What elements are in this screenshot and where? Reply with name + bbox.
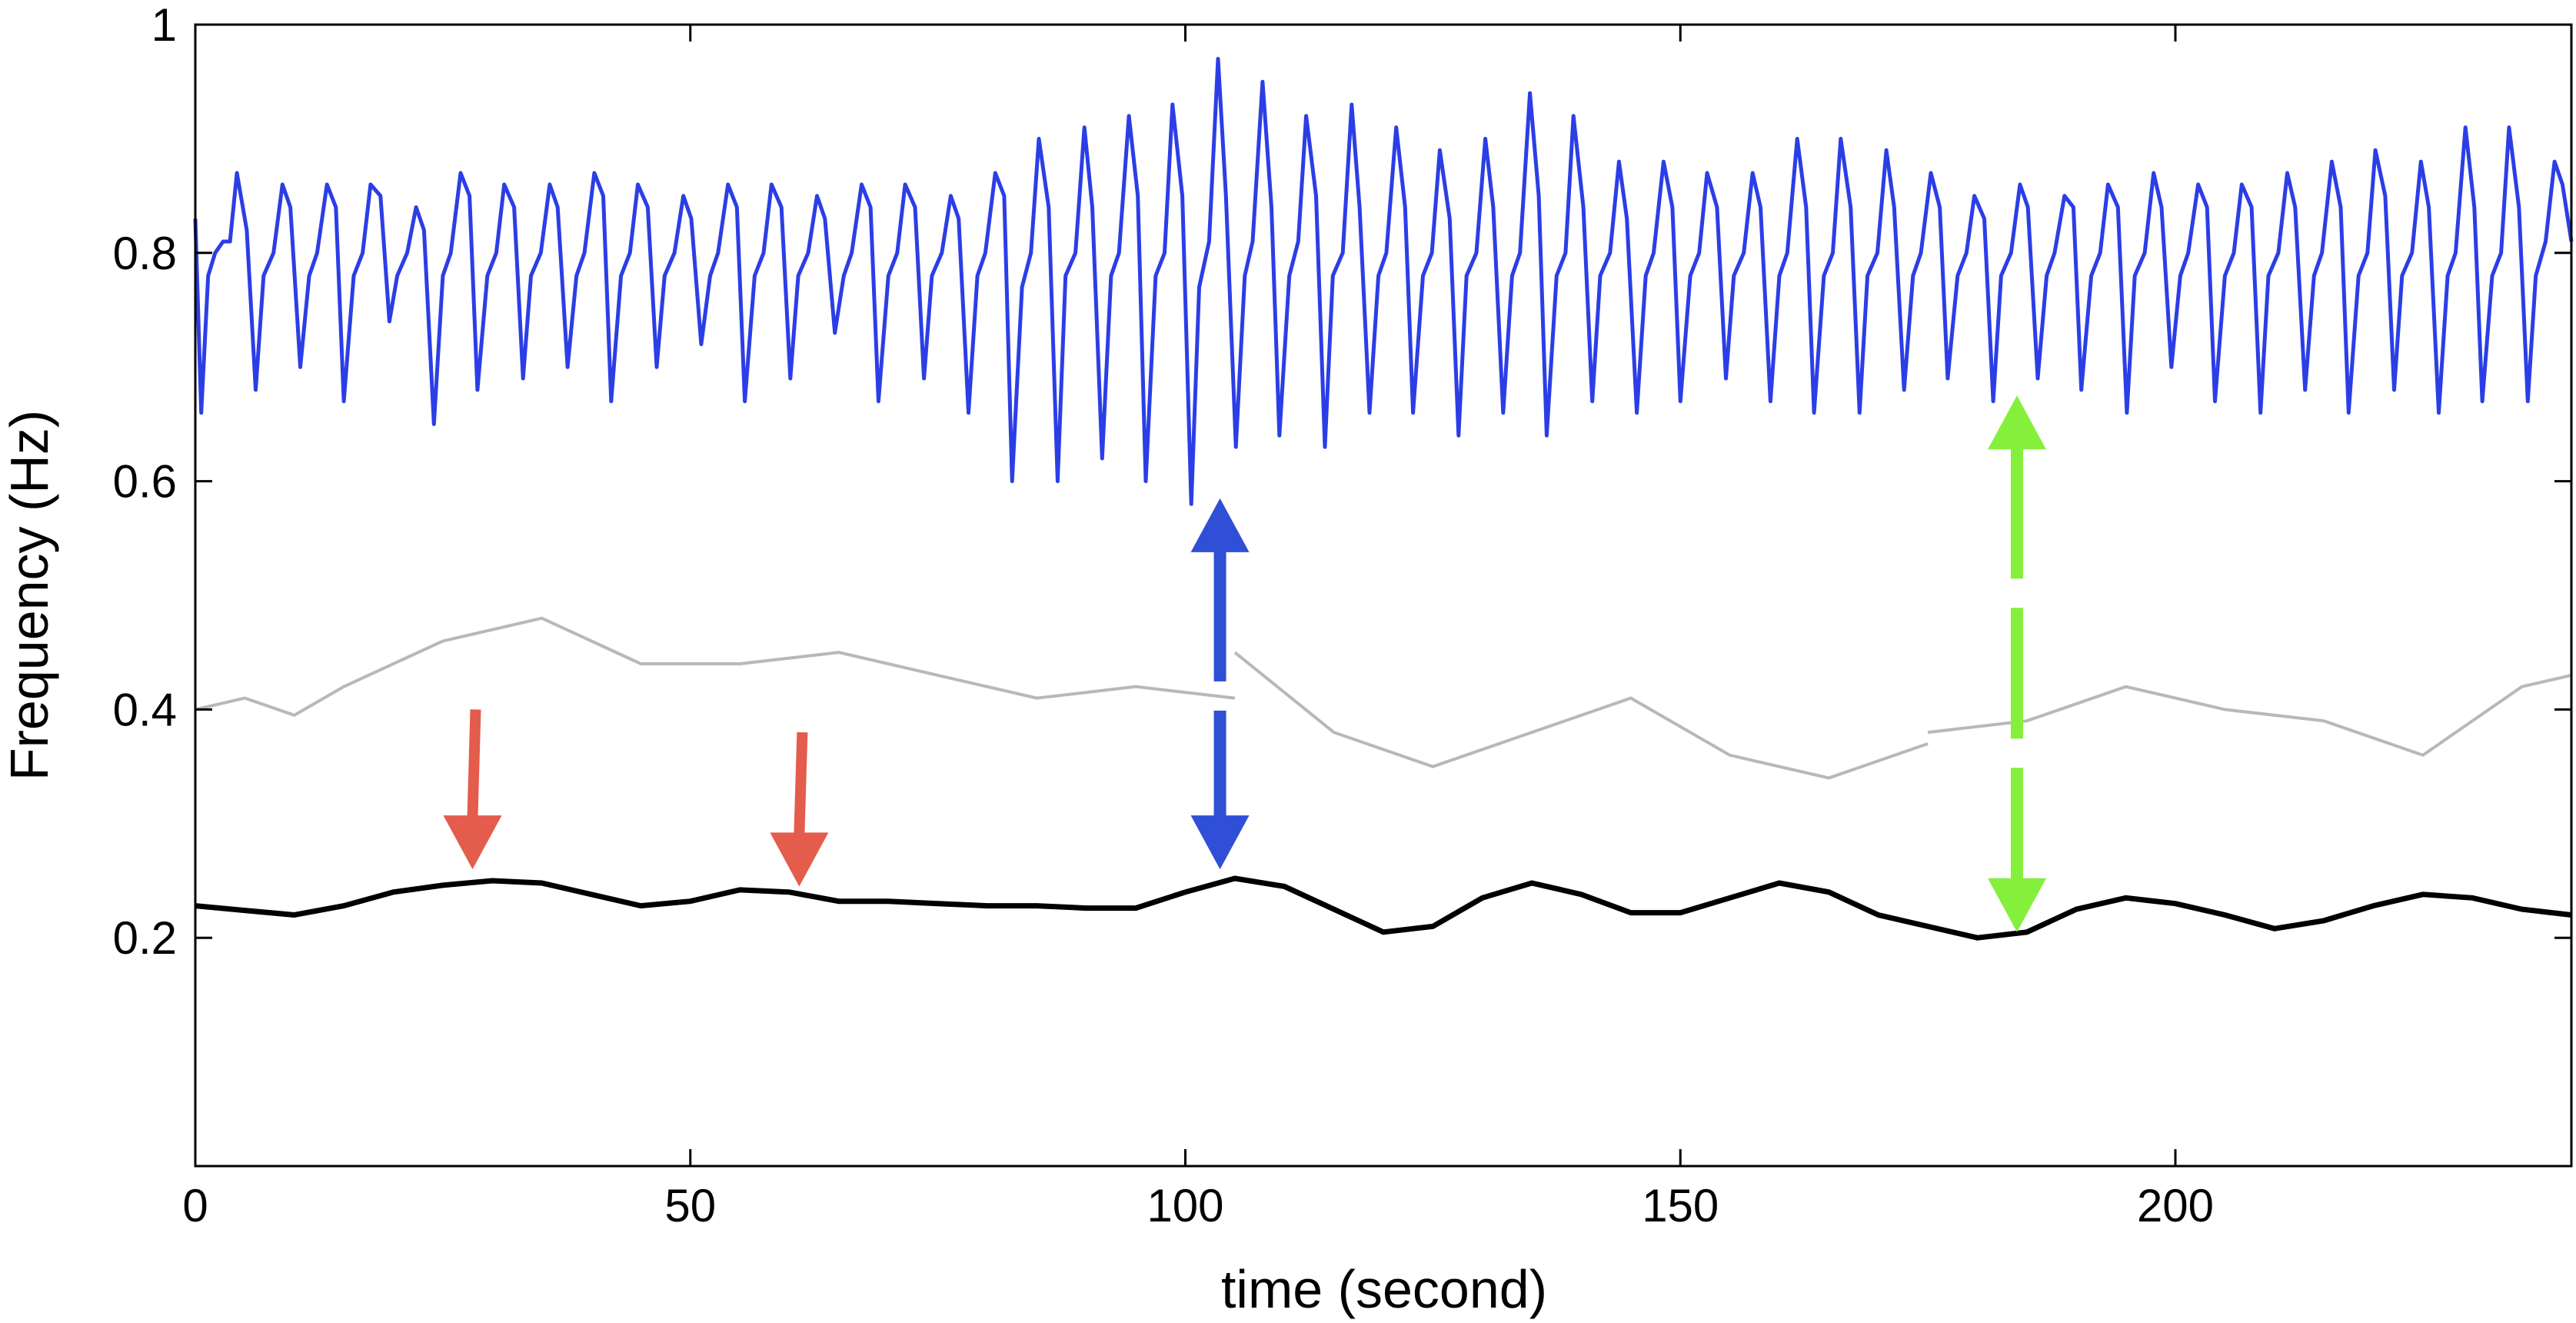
x-tick-label: 0 xyxy=(182,1180,208,1231)
y-tick-label: 0.6 xyxy=(113,456,177,508)
annotation-arrow-2 xyxy=(770,731,829,887)
x-tick-label: 100 xyxy=(1147,1180,1223,1231)
arrow-head-down-icon xyxy=(1190,815,1250,870)
y-tick-label: 0.4 xyxy=(113,684,177,735)
x-tick-label: 200 xyxy=(2137,1180,2214,1231)
annotation-arrow-1 xyxy=(443,709,502,870)
faint-ridge-3 xyxy=(1233,651,1929,780)
y-tick-label: 0.2 xyxy=(113,912,177,964)
annotation-arrow-4 xyxy=(1988,395,2046,932)
y-tick-label: 1 xyxy=(151,0,177,51)
arrow-shaft xyxy=(794,731,808,835)
signal-layer xyxy=(193,57,2574,506)
annotation-layer xyxy=(443,395,2046,932)
faint-ridge-1 xyxy=(195,639,444,717)
arrow-head-icon xyxy=(770,832,829,887)
x-tick-label: 50 xyxy=(664,1180,716,1231)
arrow-head-up-icon xyxy=(1988,395,2046,450)
arrow-shaft xyxy=(467,709,481,818)
faint-ridge-2 xyxy=(442,616,1236,700)
y-axis-title: Frequency (Hz) xyxy=(0,410,59,781)
dominant-ridge-layer xyxy=(195,875,2572,941)
arrow-head-up-icon xyxy=(1190,498,1250,552)
arrow-head-down-icon xyxy=(1988,878,2046,932)
x-tick-label: 150 xyxy=(1642,1180,1719,1231)
signal-line xyxy=(193,57,2574,506)
x-axis-title: time (second) xyxy=(1221,1259,1547,1319)
faint-ridges-layer xyxy=(195,616,2572,780)
axis-ticks: 0 50 100 150 200 0.2 0.4 0.6 0.8 1 xyxy=(113,0,2571,1231)
annotation-arrow-3 xyxy=(1190,498,1250,870)
faint-ridge-4 xyxy=(1927,673,2572,758)
plot-frame xyxy=(194,23,2573,1168)
dominant-ridge-line xyxy=(195,875,2572,941)
y-tick-label: 0.8 xyxy=(113,228,177,279)
arrow-head-icon xyxy=(443,815,502,870)
